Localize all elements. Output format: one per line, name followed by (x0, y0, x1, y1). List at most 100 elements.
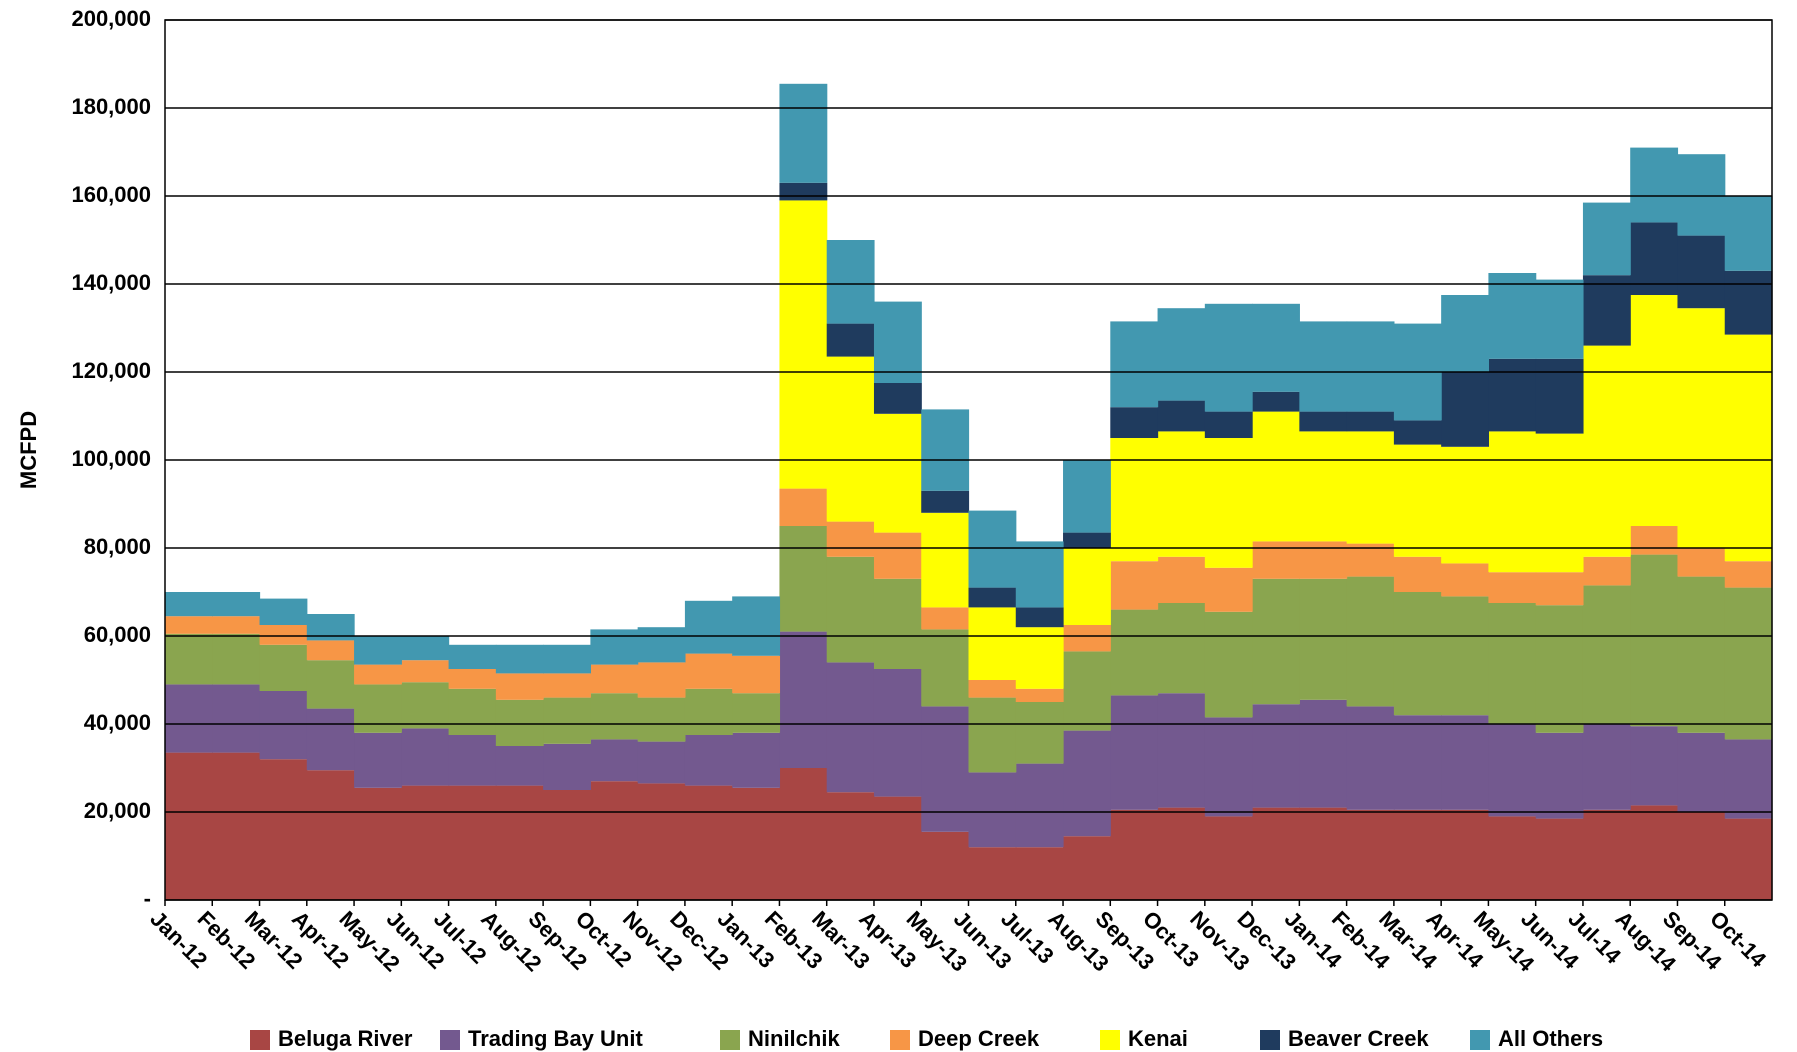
area-step (1063, 532, 1111, 548)
legend-swatch (1260, 1030, 1280, 1050)
legend-swatch (720, 1030, 740, 1050)
y-tick-label: 20,000 (84, 798, 151, 823)
area-step (637, 627, 686, 663)
y-tick-label: 40,000 (84, 710, 151, 735)
area-step (165, 752, 213, 900)
area-step (1393, 444, 1442, 557)
area-step (212, 752, 261, 900)
area-step (1157, 807, 1206, 900)
area-step (921, 512, 970, 608)
area-step (968, 772, 1017, 848)
area-step (590, 781, 639, 900)
area-step (1677, 732, 1726, 812)
area-step (1063, 460, 1111, 533)
area-step (1535, 605, 1584, 733)
y-tick-label: 80,000 (84, 534, 151, 559)
area-step (1582, 556, 1631, 586)
area-step (1346, 576, 1395, 707)
area-step (354, 664, 402, 685)
area-step (779, 526, 828, 632)
area-step (1157, 556, 1206, 603)
area-step (1535, 358, 1584, 434)
area-step (306, 770, 355, 900)
area-step (1677, 154, 1726, 236)
area-step (1015, 541, 1064, 608)
legend-label: Trading Bay Unit (468, 1026, 643, 1051)
area-step (1252, 391, 1300, 412)
area-step (495, 673, 544, 700)
area-step (212, 633, 261, 685)
legend-label: Beluga River (278, 1026, 413, 1051)
area-step (590, 629, 639, 665)
area-step (684, 600, 733, 654)
area-step (1488, 816, 1537, 900)
area-step (826, 662, 875, 793)
area-step (968, 847, 1017, 900)
area-step (1441, 715, 1490, 810)
area-step (1157, 603, 1206, 694)
area-step (590, 693, 639, 740)
area-step (873, 301, 922, 383)
area-step (1063, 651, 1111, 731)
area-step (1630, 295, 1679, 526)
area-step (732, 732, 781, 788)
y-tick-label: 100,000 (71, 446, 151, 471)
area-step (968, 607, 1017, 680)
area-step (968, 510, 1017, 588)
y-axis-label: MCFPD (16, 411, 41, 489)
area-step (448, 688, 497, 735)
area-step (1204, 567, 1253, 612)
area-step (1630, 526, 1679, 555)
area-step (1630, 554, 1679, 727)
area-step (873, 532, 922, 579)
area-step (306, 660, 355, 709)
area-step (779, 200, 828, 489)
area-step (921, 607, 970, 630)
area-step (873, 413, 922, 533)
area-step (1441, 446, 1490, 564)
area-step (1110, 695, 1159, 810)
area-step (1488, 603, 1537, 724)
area-step (921, 409, 970, 491)
area-step (684, 785, 733, 900)
y-tick-label: 160,000 (71, 182, 151, 207)
area-step (921, 831, 970, 900)
y-tick-label: 120,000 (71, 358, 151, 383)
area-step (543, 743, 591, 790)
area-step (259, 625, 308, 645)
area-step (1204, 303, 1253, 412)
area-step (779, 83, 828, 183)
area-step (401, 682, 450, 729)
area-step (401, 728, 450, 786)
area-step (1677, 812, 1726, 900)
area-step (684, 735, 733, 786)
area-step (968, 587, 1017, 608)
area-step (448, 644, 497, 669)
area-step (1393, 592, 1442, 716)
area-step (873, 578, 922, 669)
area-step (1204, 611, 1253, 718)
area-step (1204, 411, 1253, 438)
area-step (1582, 585, 1631, 724)
area-step (1157, 308, 1206, 401)
area-step (1724, 334, 1773, 562)
area-step (1535, 572, 1584, 606)
area-step (1299, 411, 1348, 432)
area-step (921, 706, 970, 832)
area-step (1724, 587, 1773, 740)
area-step (1630, 147, 1679, 223)
area-step (1015, 847, 1064, 900)
area-step (1488, 273, 1537, 359)
area-step (732, 787, 781, 900)
area-step (1015, 627, 1064, 689)
area-step (401, 785, 450, 900)
area-step (732, 596, 781, 656)
area-step (1015, 763, 1064, 848)
legend-swatch (440, 1030, 460, 1050)
area-step (1535, 433, 1584, 573)
area-step (779, 768, 828, 900)
area-step (1015, 607, 1064, 628)
area-step (1724, 270, 1773, 335)
area-step (401, 636, 450, 661)
area-step (826, 521, 875, 557)
